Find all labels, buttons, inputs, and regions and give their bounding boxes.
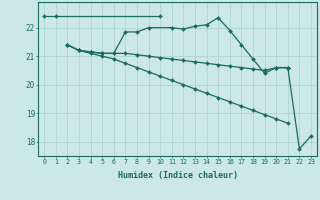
X-axis label: Humidex (Indice chaleur): Humidex (Indice chaleur) [118,171,238,180]
